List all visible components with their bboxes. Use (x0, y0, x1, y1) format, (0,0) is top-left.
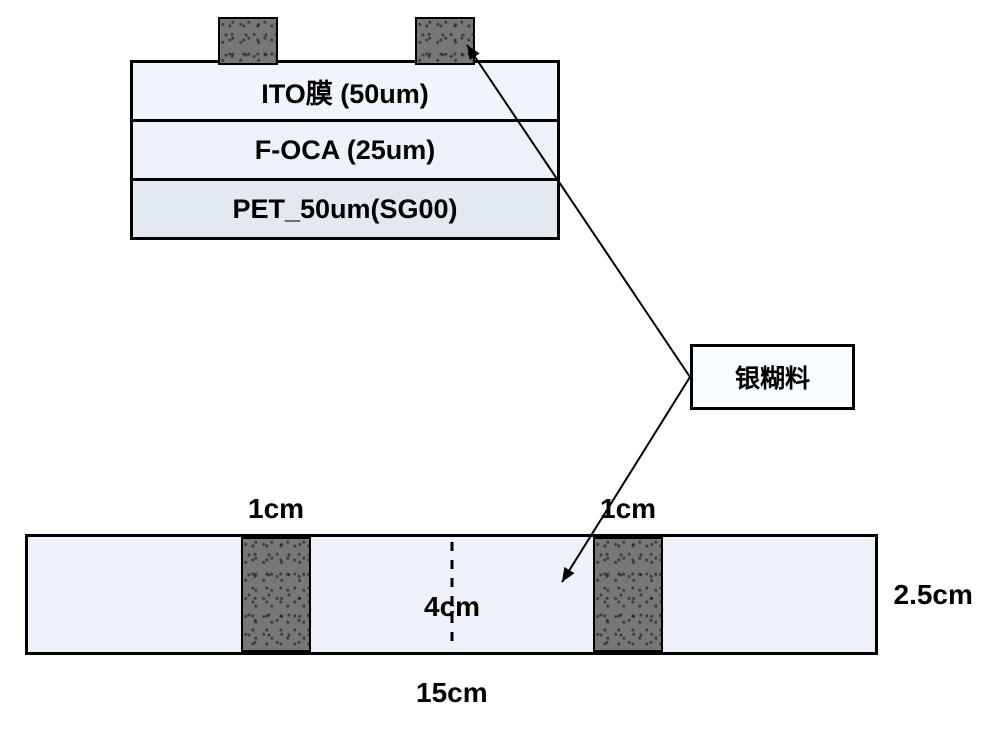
layer-2: PET_50um(SG00) (130, 178, 560, 240)
dim-gap: 4cm (424, 591, 480, 623)
dim-paste-right: 1cm (600, 493, 656, 525)
layer-0: ITO膜 (50um) (130, 60, 560, 122)
dim-paste-left: 1cm (248, 493, 304, 525)
layer-1: F-OCA (25um) (130, 119, 560, 181)
strip-paste-right (593, 537, 663, 652)
dim-total: 15cm (416, 677, 488, 709)
diagram-canvas: ITO膜 (50um)F-OCA (25um)PET_50um(SG00) 银糊… (0, 0, 1000, 753)
paste-top-0 (218, 17, 278, 65)
paste-label-text: 银糊料 (735, 359, 810, 395)
dim-height: 2.5cm (894, 579, 973, 611)
paste-label-box: 银糊料 (690, 344, 855, 410)
strip-paste-left (241, 537, 311, 652)
paste-top-1 (415, 17, 475, 65)
